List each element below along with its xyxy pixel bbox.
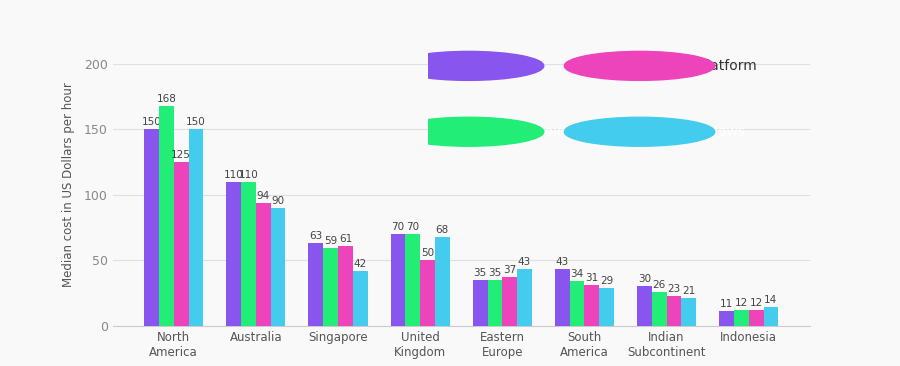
- Text: X Platform: X Platform: [684, 59, 757, 73]
- Text: 63: 63: [310, 231, 322, 241]
- Bar: [734, 310, 749, 326]
- Bar: [226, 182, 241, 326]
- Text: 34: 34: [571, 269, 584, 279]
- Bar: [652, 292, 667, 326]
- Bar: [144, 129, 159, 326]
- Bar: [309, 243, 323, 326]
- Bar: [256, 202, 271, 326]
- Bar: [637, 287, 652, 326]
- Text: 110: 110: [238, 169, 258, 180]
- Text: 30: 30: [638, 274, 651, 284]
- Bar: [518, 269, 532, 326]
- Text: 35: 35: [489, 268, 501, 278]
- Text: Windows: Windows: [684, 125, 746, 139]
- Bar: [584, 285, 599, 326]
- Y-axis label: Median cost in US Dollars per hour: Median cost in US Dollars per hour: [62, 82, 76, 287]
- Bar: [667, 296, 681, 326]
- Text: 125: 125: [171, 150, 191, 160]
- Text: iOS: iOS: [513, 59, 536, 73]
- Bar: [599, 288, 614, 326]
- Bar: [681, 298, 697, 326]
- Text: 43: 43: [555, 257, 569, 268]
- Circle shape: [393, 51, 544, 81]
- Bar: [189, 129, 203, 326]
- Bar: [502, 277, 518, 326]
- Bar: [570, 281, 584, 326]
- Bar: [749, 310, 763, 326]
- Text: 43: 43: [518, 257, 531, 268]
- Text: 21: 21: [682, 286, 696, 296]
- Bar: [391, 234, 405, 326]
- Text: 70: 70: [392, 222, 405, 232]
- Text: 11: 11: [720, 299, 733, 309]
- Bar: [338, 246, 353, 326]
- Text: Android: Android: [513, 125, 567, 139]
- Bar: [323, 249, 338, 326]
- Bar: [719, 311, 733, 326]
- Text: 90: 90: [272, 196, 284, 206]
- Bar: [488, 280, 502, 326]
- Bar: [353, 271, 367, 326]
- Text: 42: 42: [354, 259, 367, 269]
- Text: 59: 59: [324, 236, 338, 246]
- Bar: [405, 234, 420, 326]
- Text: 61: 61: [338, 234, 352, 244]
- Circle shape: [564, 51, 715, 81]
- Text: 94: 94: [256, 191, 270, 201]
- Bar: [435, 236, 450, 326]
- Text: 50: 50: [421, 248, 434, 258]
- Text: 23: 23: [668, 284, 680, 294]
- Bar: [420, 260, 435, 326]
- Bar: [159, 105, 174, 326]
- Bar: [555, 269, 570, 326]
- Text: 70: 70: [406, 222, 419, 232]
- Text: 110: 110: [224, 169, 244, 180]
- Text: 35: 35: [473, 268, 487, 278]
- Bar: [174, 162, 189, 326]
- Circle shape: [393, 117, 544, 146]
- Text: 14: 14: [764, 295, 778, 305]
- Bar: [763, 307, 778, 326]
- Text: 29: 29: [600, 276, 613, 286]
- Text: 31: 31: [585, 273, 598, 283]
- Text: 37: 37: [503, 265, 517, 275]
- Text: 12: 12: [734, 298, 748, 308]
- Bar: [271, 208, 285, 326]
- Text: 150: 150: [186, 117, 206, 127]
- Text: 12: 12: [750, 298, 762, 308]
- Circle shape: [564, 117, 715, 146]
- Text: 68: 68: [436, 225, 449, 235]
- Bar: [472, 280, 488, 326]
- Text: 26: 26: [652, 280, 666, 290]
- Bar: [241, 182, 256, 326]
- Text: 168: 168: [157, 94, 176, 104]
- Text: 150: 150: [141, 117, 161, 127]
